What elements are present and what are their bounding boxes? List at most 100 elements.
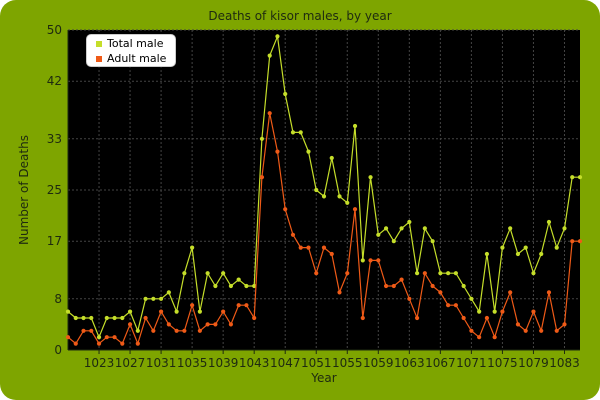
- data-point-total-male: [244, 283, 249, 289]
- y-tick-label: 0: [54, 343, 62, 357]
- data-point-adult-male: [290, 232, 296, 237]
- data-point-total-male: [236, 277, 241, 282]
- data-point-adult-male: [127, 322, 133, 327]
- data-point-adult-male: [244, 303, 249, 308]
- legend-item-total-male: Total male: [87, 37, 175, 51]
- data-point-total-male: [477, 309, 482, 314]
- x-tick-label: 1023: [84, 356, 115, 370]
- data-point-total-male: [539, 251, 544, 257]
- data-point-adult-male: [298, 245, 303, 250]
- data-point-total-male: [65, 309, 71, 314]
- data-point-adult-male: [562, 322, 567, 327]
- data-point-adult-male: [104, 335, 109, 340]
- x-tick-label: 1055: [332, 356, 363, 370]
- data-point-total-male: [120, 315, 125, 321]
- data-point-total-male: [252, 283, 257, 289]
- data-point-total-male: [143, 296, 148, 301]
- legend: Total male Adult male: [86, 34, 176, 67]
- data-point-adult-male: [96, 341, 102, 346]
- data-point-total-male: [531, 271, 536, 276]
- data-point-total-male: [414, 271, 420, 276]
- data-point-adult-male: [236, 303, 241, 308]
- data-point-adult-male: [112, 335, 117, 340]
- data-point-adult-male: [337, 290, 342, 295]
- y-tick-label: 8: [54, 292, 62, 306]
- data-point-total-male: [174, 309, 179, 314]
- y-tick-label: 33: [47, 132, 62, 146]
- data-point-adult-male: [158, 309, 164, 314]
- data-point-adult-male: [267, 111, 272, 116]
- data-point-total-male: [577, 175, 583, 180]
- x-tick-label: 1079: [518, 356, 549, 370]
- data-point-total-male: [135, 328, 140, 333]
- data-point-total-male: [228, 283, 234, 289]
- data-point-adult-male: [221, 309, 226, 314]
- data-point-adult-male: [477, 335, 482, 340]
- x-tick-label: 1051: [301, 356, 332, 370]
- data-point-total-male: [407, 219, 412, 225]
- data-point-total-male: [484, 251, 490, 257]
- data-point-adult-male: [469, 328, 474, 333]
- data-point-total-male: [515, 251, 521, 257]
- data-point-adult-male: [391, 283, 396, 289]
- data-point-adult-male: [492, 335, 497, 340]
- data-point-total-male: [391, 239, 396, 244]
- data-point-adult-male: [306, 245, 311, 250]
- data-point-adult-male: [461, 315, 466, 321]
- data-point-total-male: [570, 175, 575, 180]
- data-point-adult-male: [228, 322, 234, 327]
- legend-label-total-male: Total male: [107, 37, 164, 50]
- data-point-adult-male: [515, 322, 521, 327]
- data-point-adult-male: [213, 322, 218, 327]
- data-point-adult-male: [438, 290, 443, 295]
- data-point-adult-male: [500, 309, 505, 314]
- data-point-adult-male: [345, 271, 350, 276]
- y-tick-label: 42: [47, 74, 62, 88]
- data-point-total-male: [422, 226, 427, 231]
- data-point-adult-male: [531, 309, 536, 314]
- data-point-adult-male: [143, 315, 148, 321]
- data-point-total-male: [446, 271, 451, 276]
- data-point-adult-male: [352, 207, 358, 212]
- x-tick-label: 1039: [208, 356, 239, 370]
- x-tick-label: 1031: [146, 356, 177, 370]
- data-point-adult-male: [546, 290, 552, 295]
- x-tick-label: 1075: [487, 356, 518, 370]
- data-point-adult-male: [190, 303, 195, 308]
- data-point-adult-male: [120, 341, 125, 346]
- data-point-total-male: [283, 91, 288, 97]
- data-point-total-male: [523, 245, 528, 250]
- data-point-total-male: [127, 309, 133, 314]
- data-point-total-male: [461, 283, 466, 289]
- data-point-total-male: [182, 271, 187, 276]
- data-point-total-male: [298, 130, 303, 135]
- data-point-total-male: [321, 194, 327, 199]
- data-point-total-male: [360, 258, 365, 263]
- data-point-adult-male: [166, 322, 171, 327]
- data-point-adult-male: [197, 328, 202, 333]
- data-point-adult-male: [376, 258, 381, 263]
- legend-item-adult-male: Adult male: [87, 52, 175, 66]
- data-point-total-male: [275, 34, 280, 39]
- data-point-total-male: [73, 315, 78, 321]
- data-point-total-male: [314, 187, 319, 193]
- data-point-total-male: [345, 200, 350, 205]
- legend-swatch-adult-male: [96, 56, 102, 62]
- data-point-adult-male: [65, 335, 71, 340]
- data-point-adult-male: [275, 149, 280, 154]
- data-point-adult-male: [259, 175, 265, 180]
- data-point-adult-male: [539, 328, 544, 333]
- x-tick-label: 1083: [549, 356, 580, 370]
- data-point-total-male: [492, 309, 497, 314]
- data-point-total-male: [190, 245, 195, 250]
- legend-label-adult-male: Adult male: [107, 52, 167, 65]
- data-point-total-male: [205, 271, 210, 276]
- data-point-total-male: [96, 335, 102, 340]
- data-point-adult-male: [314, 271, 319, 276]
- data-point-adult-male: [135, 341, 140, 346]
- data-point-adult-male: [252, 315, 257, 321]
- x-tick-label: 1047: [270, 356, 301, 370]
- data-point-adult-male: [321, 245, 327, 250]
- data-point-adult-male: [283, 207, 288, 212]
- data-point-adult-male: [414, 315, 420, 321]
